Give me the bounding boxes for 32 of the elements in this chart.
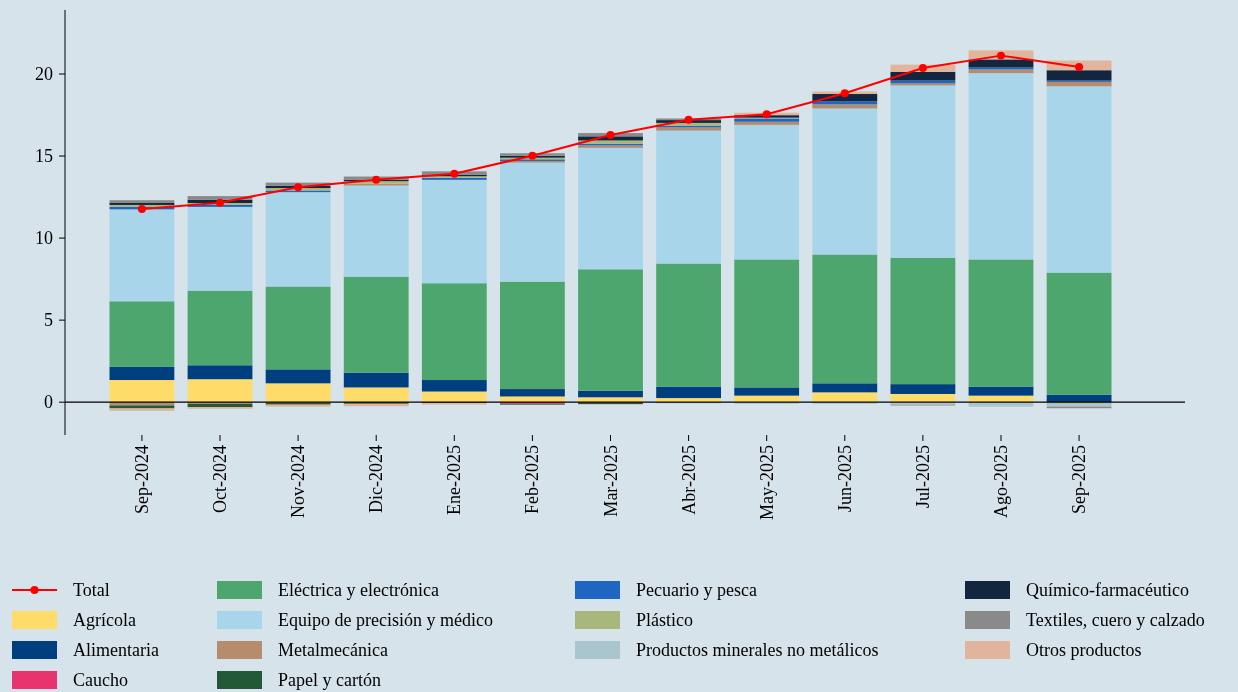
x-tick-label: May-2025 [756, 445, 777, 520]
legend-label: Agrícola [73, 610, 136, 630]
y-tick-label: 0 [44, 392, 53, 413]
y-tick-label: 10 [35, 228, 53, 249]
x-tick-label: Nov-2024 [288, 445, 309, 518]
x-tick-label: Sep-2024 [131, 445, 152, 514]
legend-label: Papel y cartón [278, 670, 381, 690]
x-tick-label: Jun-2025 [834, 445, 855, 512]
legend-label: Alimentaria [73, 640, 159, 660]
legend-label: Equipo de precisión y médico [278, 610, 493, 630]
legend-label: Total [73, 580, 110, 600]
x-tick-label: Feb-2025 [522, 445, 543, 514]
x-tick-label: Abr-2025 [678, 445, 699, 515]
legend-label: Metalmecánica [278, 640, 388, 660]
legend-label: Caucho [73, 670, 128, 690]
x-tick-label: Ene-2025 [444, 445, 465, 515]
x-tick-label: Jul-2025 [912, 445, 933, 508]
x-tick-label: Dic-2024 [366, 445, 387, 513]
y-tick-label: 5 [44, 310, 53, 331]
legend-label: Químico-farmacéutico [1026, 580, 1189, 600]
x-tick-label: Sep-2025 [1069, 445, 1090, 514]
x-tick-label: Ago-2025 [990, 445, 1011, 518]
x-tick-label: Mar-2025 [600, 445, 621, 517]
legend-label: Plástico [636, 610, 693, 630]
y-tick-label: 20 [35, 64, 53, 85]
legend-label: Pecuario y pesca [636, 580, 757, 600]
legend-label: Productos minerales no metálicos [636, 640, 879, 660]
legend-label: Otros productos [1026, 640, 1142, 660]
legend-label: Eléctrica y electrónica [278, 580, 439, 600]
y-tick-label: 15 [35, 146, 53, 167]
x-tick-label: Oct-2024 [210, 445, 231, 513]
legend-label: Textiles, cuero y calzado [1026, 610, 1205, 630]
